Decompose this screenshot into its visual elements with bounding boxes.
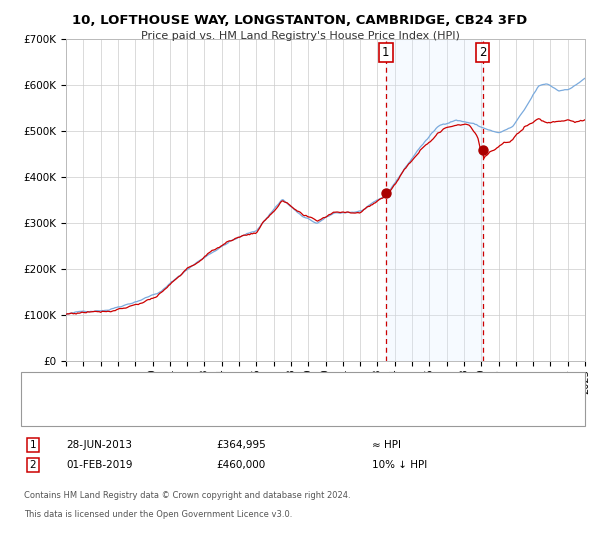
Text: 10% ↓ HPI: 10% ↓ HPI bbox=[372, 460, 427, 470]
Text: 28-JUN-2013: 28-JUN-2013 bbox=[66, 440, 132, 450]
Text: 2: 2 bbox=[29, 460, 37, 470]
Text: £460,000: £460,000 bbox=[216, 460, 265, 470]
Text: HPI: Average price, detached house, South Cambridgeshire: HPI: Average price, detached house, Sout… bbox=[69, 404, 359, 414]
Text: 01-FEB-2019: 01-FEB-2019 bbox=[66, 460, 133, 470]
Text: Price paid vs. HM Land Registry's House Price Index (HPI): Price paid vs. HM Land Registry's House … bbox=[140, 31, 460, 41]
Text: 1: 1 bbox=[29, 440, 37, 450]
Text: 10, LOFTHOUSE WAY, LONGSTANTON, CAMBRIDGE, CB24 3FD: 10, LOFTHOUSE WAY, LONGSTANTON, CAMBRIDG… bbox=[73, 14, 527, 27]
Text: Contains HM Land Registry data © Crown copyright and database right 2024.: Contains HM Land Registry data © Crown c… bbox=[24, 491, 350, 500]
Text: 2: 2 bbox=[479, 45, 487, 59]
Text: ≈ HPI: ≈ HPI bbox=[372, 440, 401, 450]
Bar bbox=[386, 39, 482, 361]
Text: 1: 1 bbox=[382, 45, 389, 59]
Text: £364,995: £364,995 bbox=[216, 440, 266, 450]
Text: This data is licensed under the Open Government Licence v3.0.: This data is licensed under the Open Gov… bbox=[24, 510, 292, 519]
Text: 10, LOFTHOUSE WAY, LONGSTANTON, CAMBRIDGE, CB24 3FD (detached house): 10, LOFTHOUSE WAY, LONGSTANTON, CAMBRIDG… bbox=[69, 384, 460, 394]
